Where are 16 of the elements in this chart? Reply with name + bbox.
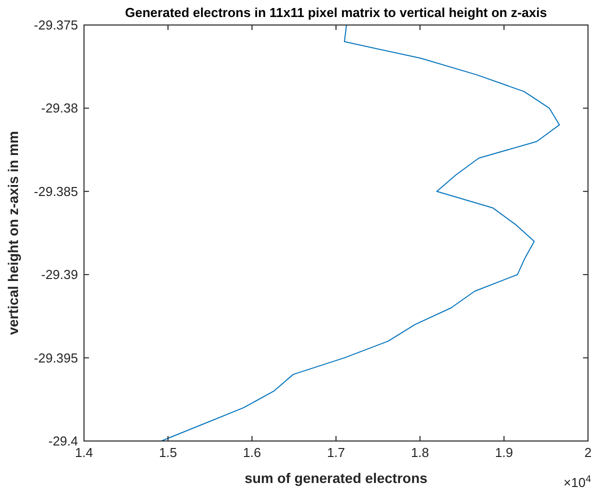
x-tick-label: 1.8 [410, 445, 430, 460]
y-tick-label: -29.375 [34, 18, 78, 32]
line-series [160, 24, 560, 442]
x-tick-label: 2 [584, 445, 592, 460]
x-tick-label: 1.7 [326, 445, 346, 460]
y-tick-label: -29.395 [34, 350, 78, 366]
x-tick-label: 1.5 [158, 445, 178, 460]
chart-title: Generated electrons in 11x11 pixel matrix to vertical height on z-axis [125, 5, 547, 20]
x-axis-title: sum of generated electrons [244, 470, 428, 486]
y-axis-title: vertical height on z-axis in mm [5, 131, 21, 335]
text: ×10$^{4}$ [564, 474, 592, 490]
x-tick-label: 1.6 [242, 445, 262, 460]
y-tick-label: -29.385 [34, 184, 78, 199]
x-tick-label: 1.9 [494, 445, 514, 460]
y-tick-label: -29.38 [41, 100, 78, 116]
y-tick-label: -29.39 [41, 267, 78, 282]
